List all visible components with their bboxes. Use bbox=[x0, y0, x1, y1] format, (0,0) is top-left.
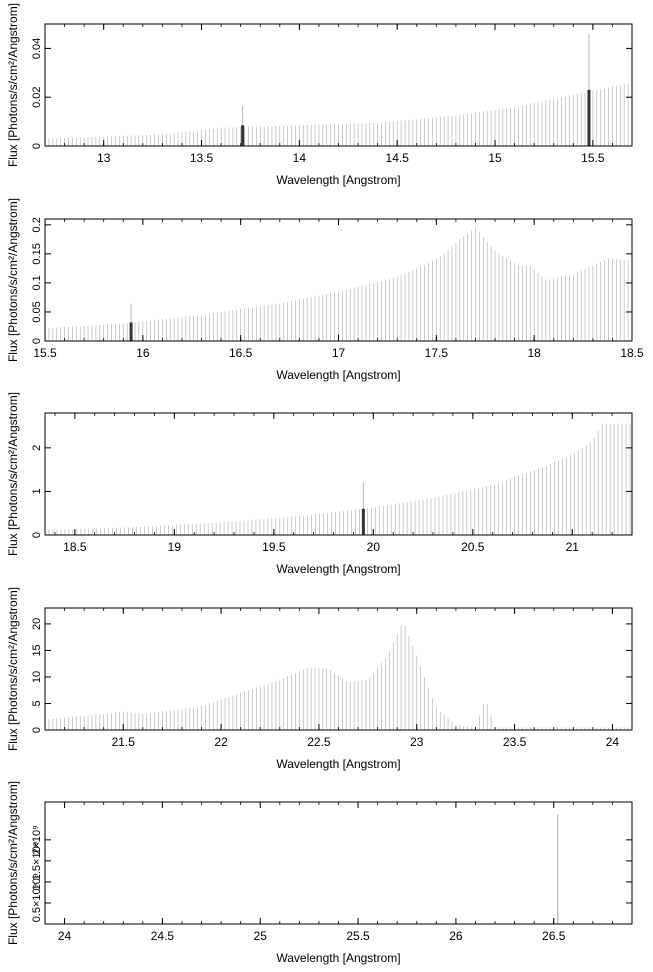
x-tick-label: 21 bbox=[566, 540, 580, 554]
x-tick-label: 18.5 bbox=[63, 540, 87, 554]
x-tick-label: 24 bbox=[606, 735, 620, 749]
plot-frame bbox=[44, 801, 633, 925]
chart-panel-2: 15.5 16 16.5 17 17.5 18 18.5 0 0.05 0.1 0.15 0.2 Wav… bbox=[6, 198, 644, 382]
x-tick-label: 26 bbox=[449, 929, 463, 943]
y-tick-label: 1 bbox=[31, 488, 43, 494]
y-tick-label: 0.2 bbox=[31, 217, 43, 232]
y-tick-label: 1.5×10⁹ bbox=[31, 842, 43, 881]
x-axis-label: Wavelength [Angstrom] bbox=[276, 757, 400, 771]
y-tick-label: 0 bbox=[31, 532, 43, 538]
x-tick-label: 15 bbox=[488, 151, 502, 165]
chart-panel-1: 13 13.5 14 14.5 15 15.5 0 0.02 0.04 Wavelength [A… bbox=[6, 3, 633, 187]
data-bars bbox=[44, 227, 633, 341]
x-tick-label: 19.5 bbox=[262, 540, 286, 554]
highlighted-bar bbox=[241, 125, 245, 146]
highlighted-bar bbox=[129, 322, 133, 341]
y-tick-label: 5 bbox=[31, 700, 43, 706]
y-tick-label: 0.1 bbox=[31, 275, 43, 290]
chart-panel-5: 24 24.5 25 25.5 26 26.5 0.5×10⁹10⁹1.5×10⁹2×10⁹… bbox=[6, 781, 633, 965]
x-axis-label: Wavelength [Angstrom] bbox=[276, 562, 400, 576]
y-tick-label: 10 bbox=[31, 671, 43, 683]
x-tick-label: 25.5 bbox=[346, 929, 370, 943]
x-tick-label: 13 bbox=[97, 151, 111, 165]
x-tick-label: 13.5 bbox=[190, 151, 214, 165]
x-tick-label: 22.5 bbox=[307, 735, 331, 749]
y-tick-label: 0 bbox=[31, 338, 43, 344]
y-tick-label: 10⁹ bbox=[31, 873, 43, 890]
data-bars bbox=[44, 625, 633, 730]
x-axis-label: Wavelength [Angstrom] bbox=[276, 951, 400, 965]
x-tick-label: 14.5 bbox=[386, 151, 410, 165]
x-tick-label: 17.5 bbox=[425, 346, 449, 360]
x-tick-label: 23 bbox=[410, 735, 424, 749]
chart-panel-4: 21.5 22 22.5 23 23.5 24 0 5 10 15 20 Wavelength [An… bbox=[6, 587, 633, 771]
x-tick-label: 23.5 bbox=[503, 735, 527, 749]
x-tick-label: 18.5 bbox=[620, 346, 644, 360]
y-axis-label: Flux [Photons/s/cm²/Angstrom] bbox=[6, 198, 20, 362]
x-tick-label: 26.5 bbox=[542, 929, 566, 943]
x-tick-label: 17 bbox=[332, 346, 346, 360]
x-tick-label: 14 bbox=[293, 151, 307, 165]
y-axis-label: Flux [Photons/s/cm²/Angstrom] bbox=[6, 587, 20, 751]
x-tick-label: 19 bbox=[168, 540, 182, 554]
highlighted-bar bbox=[361, 508, 365, 535]
x-axis-label: Wavelength [Angstrom] bbox=[276, 368, 400, 382]
x-tick-label: 24.5 bbox=[151, 929, 175, 943]
x-tick-label: 16 bbox=[136, 346, 150, 360]
x-tick-label: 20 bbox=[367, 540, 381, 554]
y-tick-label: 0.5×10⁹ bbox=[31, 884, 43, 923]
y-tick-label: 2×10⁹ bbox=[31, 825, 43, 855]
plot-frame bbox=[44, 412, 633, 536]
x-tick-label: 21.5 bbox=[112, 735, 136, 749]
x-tick-label: 22 bbox=[214, 735, 228, 749]
data-bars bbox=[44, 82, 633, 146]
y-tick-label: 0 bbox=[31, 143, 43, 149]
x-tick-label: 20.5 bbox=[461, 540, 485, 554]
x-tick-label: 15.5 bbox=[581, 151, 605, 165]
y-tick-label: 0.04 bbox=[31, 38, 43, 59]
y-tick-label: 20 bbox=[31, 618, 43, 630]
y-tick-label: 15 bbox=[31, 644, 43, 656]
x-tick-label: 15.5 bbox=[33, 346, 57, 360]
x-tick-label: 24 bbox=[58, 929, 72, 943]
x-tick-label: 25 bbox=[254, 929, 268, 943]
x-tick-label: 16.5 bbox=[229, 346, 253, 360]
y-axis-label: Flux [Photons/s/cm²/Angstrom] bbox=[6, 781, 20, 945]
y-tick-label: 0.15 bbox=[31, 243, 43, 264]
x-axis-label: Wavelength [Angstrom] bbox=[276, 173, 400, 187]
highlighted-bar bbox=[587, 89, 591, 146]
y-axis-label: Flux [Photons/s/cm²/Angstrom] bbox=[6, 3, 20, 167]
y-axis-label: Flux [Photons/s/cm²/Angstrom] bbox=[6, 392, 20, 556]
y-tick-label: 2 bbox=[31, 445, 43, 451]
y-tick-label: 0.02 bbox=[31, 86, 43, 107]
y-tick-label: 0.05 bbox=[31, 301, 43, 322]
data-bars bbox=[44, 423, 631, 535]
chart-panel-3: 18.5 19 19.5 20 20.5 21 0 1 2 Wavelength [Angstro… bbox=[6, 392, 633, 576]
y-tick-label: 0 bbox=[31, 727, 43, 733]
x-tick-label: 18 bbox=[527, 346, 541, 360]
